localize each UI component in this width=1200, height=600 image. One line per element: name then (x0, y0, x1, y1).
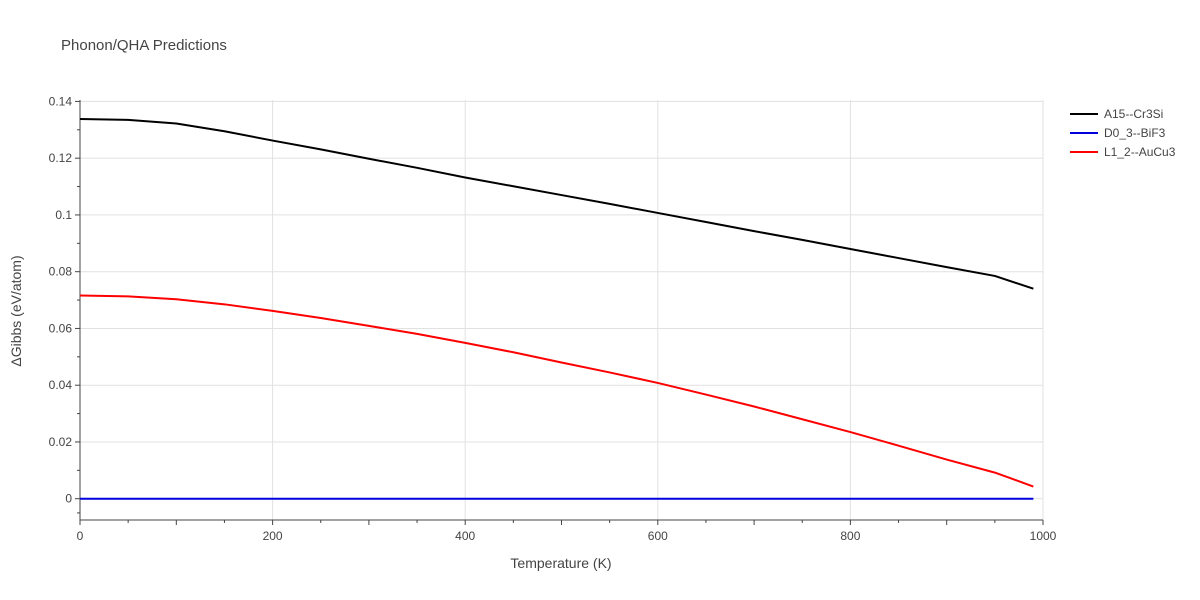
y-tick-label: 0.14 (49, 94, 73, 108)
series-layer (79, 118, 1034, 500)
legend-item-1[interactable]: D0_3--BiF3 (1070, 126, 1166, 140)
x-tick-label: 800 (840, 529, 860, 543)
x-axis-title: Temperature (K) (510, 555, 611, 571)
legend-label: A15--Cr3Si (1104, 107, 1163, 121)
y-tick-label: 0.12 (49, 151, 73, 165)
series-line-0 (79, 118, 1034, 290)
y-tick-label: 0.1 (55, 208, 72, 222)
series-line-2 (79, 294, 1034, 488)
x-tick-label: 600 (648, 529, 668, 543)
legend-item-0[interactable]: A15--Cr3Si (1070, 107, 1163, 121)
x-tick-label: 400 (455, 529, 475, 543)
legend: A15--Cr3Si D0_3--BiF3 L1_2--AuCu3 (1070, 107, 1176, 159)
y-tick-label: 0.02 (49, 435, 73, 449)
x-tick-label: 200 (263, 529, 283, 543)
legend-label: D0_3--BiF3 (1104, 126, 1166, 140)
y-tick-label: 0.06 (49, 321, 73, 335)
chart-title: Phonon/QHA Predictions (61, 37, 227, 54)
x-tick-label: 0 (77, 529, 84, 543)
legend-item-2[interactable]: L1_2--AuCu3 (1070, 145, 1176, 159)
y-tick-label: 0.04 (49, 378, 73, 392)
axes: 0 200 400 600 800 1000 0 0.02 0.04 0.06 0.08 0.1 0.1… (49, 94, 1057, 543)
y-tick-label: 0 (65, 492, 72, 506)
y-axis-title: ΔGibbs (eV/atom) (8, 255, 24, 366)
x-tick-label: 1000 (1030, 529, 1057, 543)
y-tick-label: 0.08 (49, 265, 73, 279)
legend-label: L1_2--AuCu3 (1104, 145, 1176, 159)
